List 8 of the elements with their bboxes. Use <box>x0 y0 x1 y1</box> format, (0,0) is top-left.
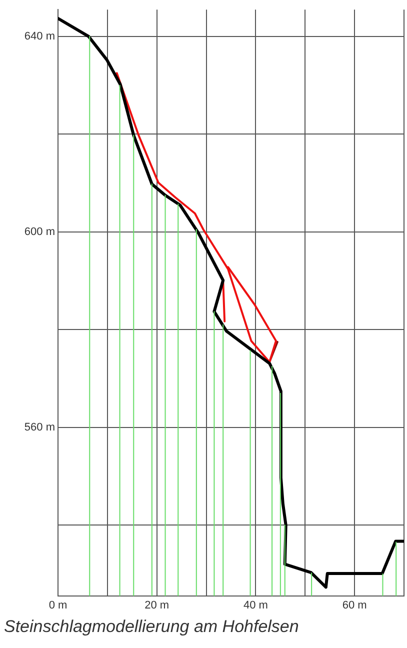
y-tick-label: 640 m <box>24 30 55 43</box>
y-tick-label: 600 m <box>24 226 55 238</box>
x-tick-label: 20 m <box>144 600 170 612</box>
text: Steinschlagmodellierung am Hohfelsen <box>4 617 299 637</box>
x-tick-label: 60 m <box>342 600 367 612</box>
x-tick-label: 40 m <box>243 600 268 612</box>
y-tick-label: 560 m <box>24 421 55 434</box>
x-tick-label: 0 m <box>48 600 68 612</box>
